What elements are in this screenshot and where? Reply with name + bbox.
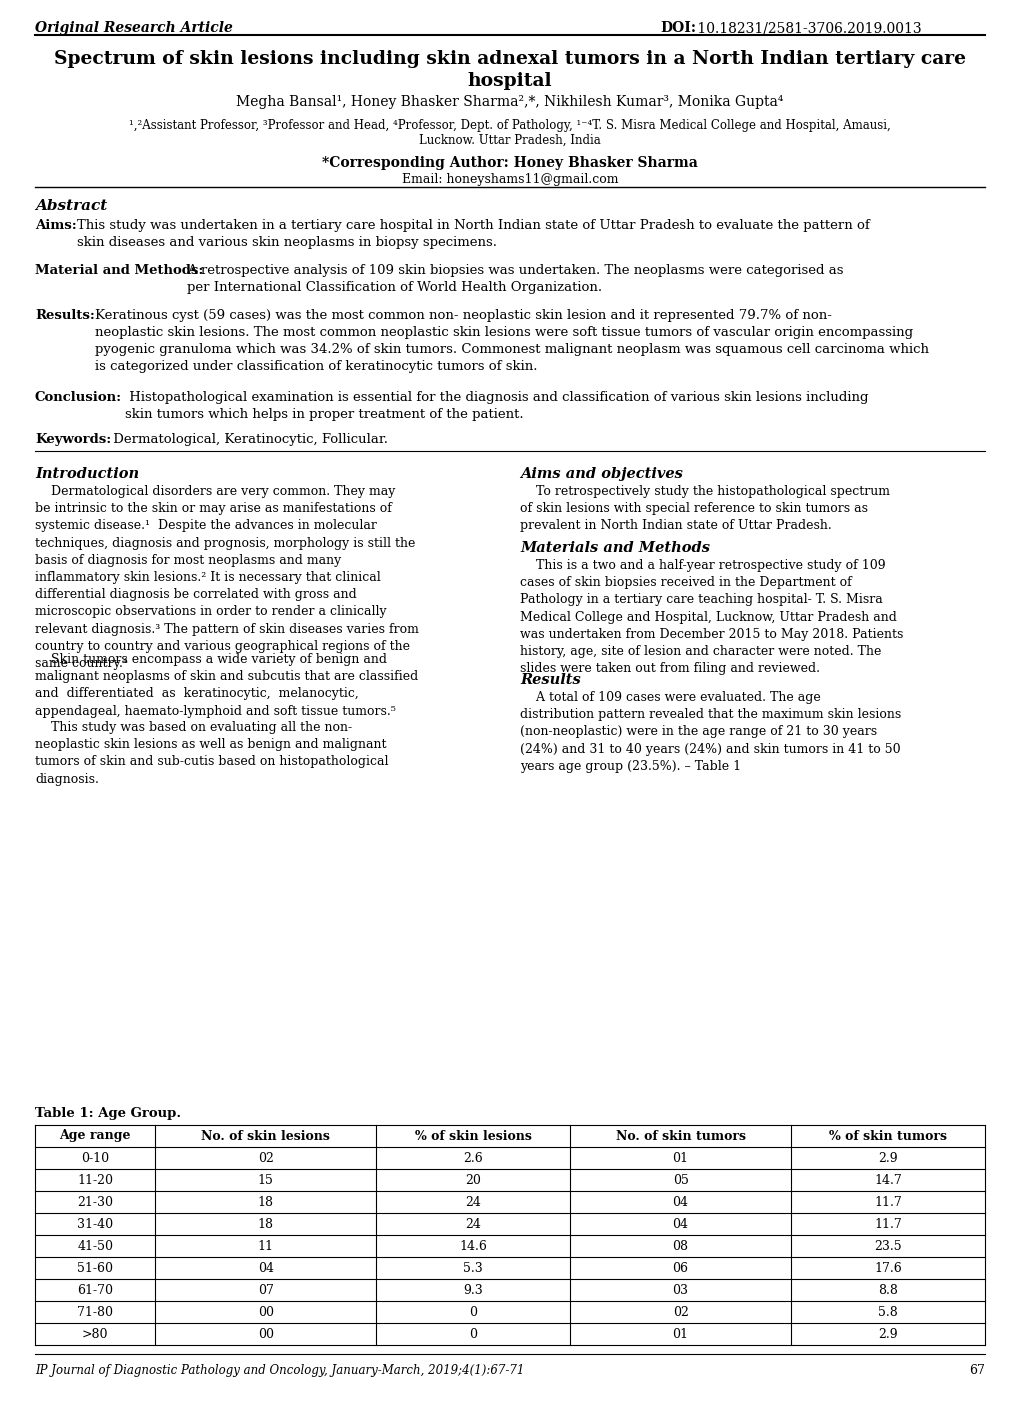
Text: 23.5: 23.5 bbox=[873, 1239, 901, 1252]
Text: Abstract: Abstract bbox=[35, 199, 107, 213]
Text: 17.6: 17.6 bbox=[873, 1262, 901, 1274]
Text: 41-50: 41-50 bbox=[77, 1239, 113, 1252]
Text: 01: 01 bbox=[672, 1151, 688, 1165]
Text: Dermatological, Keratinocytic, Follicular.: Dermatological, Keratinocytic, Follicula… bbox=[109, 433, 387, 446]
Text: 07: 07 bbox=[258, 1283, 273, 1297]
Text: 31-40: 31-40 bbox=[77, 1217, 113, 1231]
Text: 04: 04 bbox=[672, 1217, 688, 1231]
Text: Age range: Age range bbox=[59, 1130, 130, 1143]
Text: *Corresponding Author: Honey Bhasker Sharma: *Corresponding Author: Honey Bhasker Sha… bbox=[322, 156, 697, 170]
Text: To retrospectively study the histopathological spectrum
of skin lesions with spe: To retrospectively study the histopathol… bbox=[520, 485, 890, 533]
Text: Original Research Article: Original Research Article bbox=[35, 21, 232, 35]
Text: 21-30: 21-30 bbox=[77, 1196, 113, 1209]
Text: 02: 02 bbox=[672, 1305, 688, 1318]
Text: Introduction: Introduction bbox=[35, 467, 139, 481]
Text: 8.8: 8.8 bbox=[877, 1283, 897, 1297]
Text: Dermatological disorders are very common. They may
be intrinsic to the skin or m: Dermatological disorders are very common… bbox=[35, 485, 419, 670]
Text: 61-70: 61-70 bbox=[77, 1283, 113, 1297]
Text: Material and Methods:: Material and Methods: bbox=[35, 264, 203, 278]
Text: 2.9: 2.9 bbox=[877, 1151, 897, 1165]
Text: 05: 05 bbox=[672, 1173, 688, 1186]
Text: IP Journal of Diagnostic Pathology and Oncology, January-March, 2019;4(1):67-71: IP Journal of Diagnostic Pathology and O… bbox=[35, 1364, 524, 1377]
Text: A total of 109 cases were evaluated. The age
distribution pattern revealed that : A total of 109 cases were evaluated. The… bbox=[520, 691, 901, 773]
Text: 5.3: 5.3 bbox=[463, 1262, 483, 1274]
Text: Materials and Methods: Materials and Methods bbox=[520, 541, 709, 555]
Text: 00: 00 bbox=[258, 1328, 273, 1340]
Text: Results: Results bbox=[520, 673, 580, 687]
Text: Lucknow. Uttar Pradesh, India: Lucknow. Uttar Pradesh, India bbox=[419, 135, 600, 147]
Text: % of skin tumors: % of skin tumors bbox=[828, 1130, 946, 1143]
Text: 04: 04 bbox=[672, 1196, 688, 1209]
Text: 20: 20 bbox=[465, 1173, 481, 1186]
Text: 08: 08 bbox=[672, 1239, 688, 1252]
Text: 0: 0 bbox=[469, 1328, 477, 1340]
Text: ¹,²Assistant Professor, ³Professor and Head, ⁴Professor, Dept. of Pathology, ¹⁻⁴: ¹,²Assistant Professor, ³Professor and H… bbox=[129, 119, 890, 132]
Text: 14.6: 14.6 bbox=[459, 1239, 487, 1252]
Text: Table 1: Age Group.: Table 1: Age Group. bbox=[35, 1108, 181, 1120]
Text: Aims and objectives: Aims and objectives bbox=[520, 467, 682, 481]
Text: 67: 67 bbox=[968, 1364, 984, 1377]
Text: Skin tumors encompass a wide variety of benign and
malignant neoplasms of skin a: Skin tumors encompass a wide variety of … bbox=[35, 653, 418, 718]
Text: This study was based on evaluating all the non-
neoplastic skin lesions as well : This study was based on evaluating all t… bbox=[35, 721, 388, 785]
Text: No. of skin tumors: No. of skin tumors bbox=[615, 1130, 745, 1143]
Text: 2.6: 2.6 bbox=[463, 1151, 483, 1165]
Text: Histopathological examination is essential for the diagnosis and classification : Histopathological examination is essenti… bbox=[125, 391, 867, 421]
Text: Keratinous cyst (59 cases) was the most common non- neoplastic skin lesion and i: Keratinous cyst (59 cases) was the most … bbox=[95, 308, 928, 373]
Text: 14.7: 14.7 bbox=[873, 1173, 901, 1186]
Text: No. of skin lesions: No. of skin lesions bbox=[201, 1130, 330, 1143]
Text: 24: 24 bbox=[465, 1196, 481, 1209]
Text: Email: honeyshams11@gmail.com: Email: honeyshams11@gmail.com bbox=[401, 172, 618, 186]
Text: Keywords:: Keywords: bbox=[35, 433, 111, 446]
Text: 51-60: 51-60 bbox=[77, 1262, 113, 1274]
Text: 9.3: 9.3 bbox=[463, 1283, 483, 1297]
Text: 10.18231/2581-3706.2019.0013: 10.18231/2581-3706.2019.0013 bbox=[692, 21, 921, 35]
Text: Conclusion:: Conclusion: bbox=[35, 391, 122, 404]
Text: 2.9: 2.9 bbox=[877, 1328, 897, 1340]
Text: 11-20: 11-20 bbox=[77, 1173, 113, 1186]
Text: 11.7: 11.7 bbox=[873, 1196, 901, 1209]
Text: 02: 02 bbox=[258, 1151, 273, 1165]
Text: Spectrum of skin lesions including skin adnexal tumors in a North Indian tertiar: Spectrum of skin lesions including skin … bbox=[54, 50, 965, 69]
Text: This is a two and a half-year retrospective study of 109
cases of skin biopsies : This is a two and a half-year retrospect… bbox=[520, 559, 903, 676]
Text: 00: 00 bbox=[258, 1305, 273, 1318]
Text: Aims:: Aims: bbox=[35, 219, 76, 231]
Text: 24: 24 bbox=[465, 1217, 481, 1231]
Text: 06: 06 bbox=[672, 1262, 688, 1274]
Text: 18: 18 bbox=[258, 1196, 273, 1209]
Text: % of skin lesions: % of skin lesions bbox=[415, 1130, 531, 1143]
Text: A retrospective analysis of 109 skin biopsies was undertaken. The neoplasms were: A retrospective analysis of 109 skin bio… bbox=[186, 264, 843, 294]
Text: 0-10: 0-10 bbox=[82, 1151, 109, 1165]
Text: This study was undertaken in a tertiary care hospital in North Indian state of U: This study was undertaken in a tertiary … bbox=[76, 219, 869, 250]
Text: 0: 0 bbox=[469, 1305, 477, 1318]
Text: 11: 11 bbox=[258, 1239, 273, 1252]
Text: hospital: hospital bbox=[468, 72, 551, 90]
Text: 04: 04 bbox=[258, 1262, 273, 1274]
Text: 15: 15 bbox=[258, 1173, 273, 1186]
Text: 11.7: 11.7 bbox=[873, 1217, 901, 1231]
Text: 71-80: 71-80 bbox=[77, 1305, 113, 1318]
Text: 5.8: 5.8 bbox=[877, 1305, 897, 1318]
Text: Megha Bansal¹, Honey Bhasker Sharma²,*, Nikhilesh Kumar³, Monika Gupta⁴: Megha Bansal¹, Honey Bhasker Sharma²,*, … bbox=[236, 95, 783, 109]
Text: 01: 01 bbox=[672, 1328, 688, 1340]
Text: >80: >80 bbox=[82, 1328, 108, 1340]
Text: DOI:: DOI: bbox=[659, 21, 695, 35]
Text: 03: 03 bbox=[672, 1283, 688, 1297]
Text: Results:: Results: bbox=[35, 308, 95, 322]
Text: 18: 18 bbox=[258, 1217, 273, 1231]
